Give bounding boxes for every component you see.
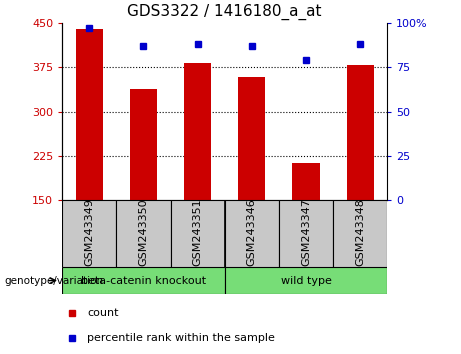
Title: GDS3322 / 1416180_a_at: GDS3322 / 1416180_a_at (128, 4, 322, 20)
Text: beta-catenin knockout: beta-catenin knockout (81, 275, 206, 286)
Bar (171, 200, 225, 267)
Bar (238, 77, 266, 200)
Bar (76, 29, 103, 200)
Text: count: count (88, 308, 119, 318)
Bar (62, 200, 116, 267)
Text: GSM243351: GSM243351 (193, 199, 203, 266)
Bar (333, 200, 387, 267)
Bar (116, 200, 171, 267)
Bar (62, 267, 225, 294)
Text: wild type: wild type (281, 275, 331, 286)
Text: GSM243350: GSM243350 (138, 199, 148, 266)
Bar (225, 200, 279, 267)
Text: genotype/variation: genotype/variation (5, 275, 104, 286)
Text: GSM243348: GSM243348 (355, 198, 365, 266)
Bar (292, 163, 319, 200)
Bar (184, 63, 211, 200)
Bar (225, 267, 387, 294)
Text: GSM243346: GSM243346 (247, 199, 257, 266)
Bar (279, 200, 333, 267)
Text: GSM243347: GSM243347 (301, 198, 311, 266)
Text: GSM243349: GSM243349 (84, 198, 95, 266)
Bar (130, 89, 157, 200)
Bar (347, 65, 374, 200)
Text: percentile rank within the sample: percentile rank within the sample (88, 333, 275, 343)
